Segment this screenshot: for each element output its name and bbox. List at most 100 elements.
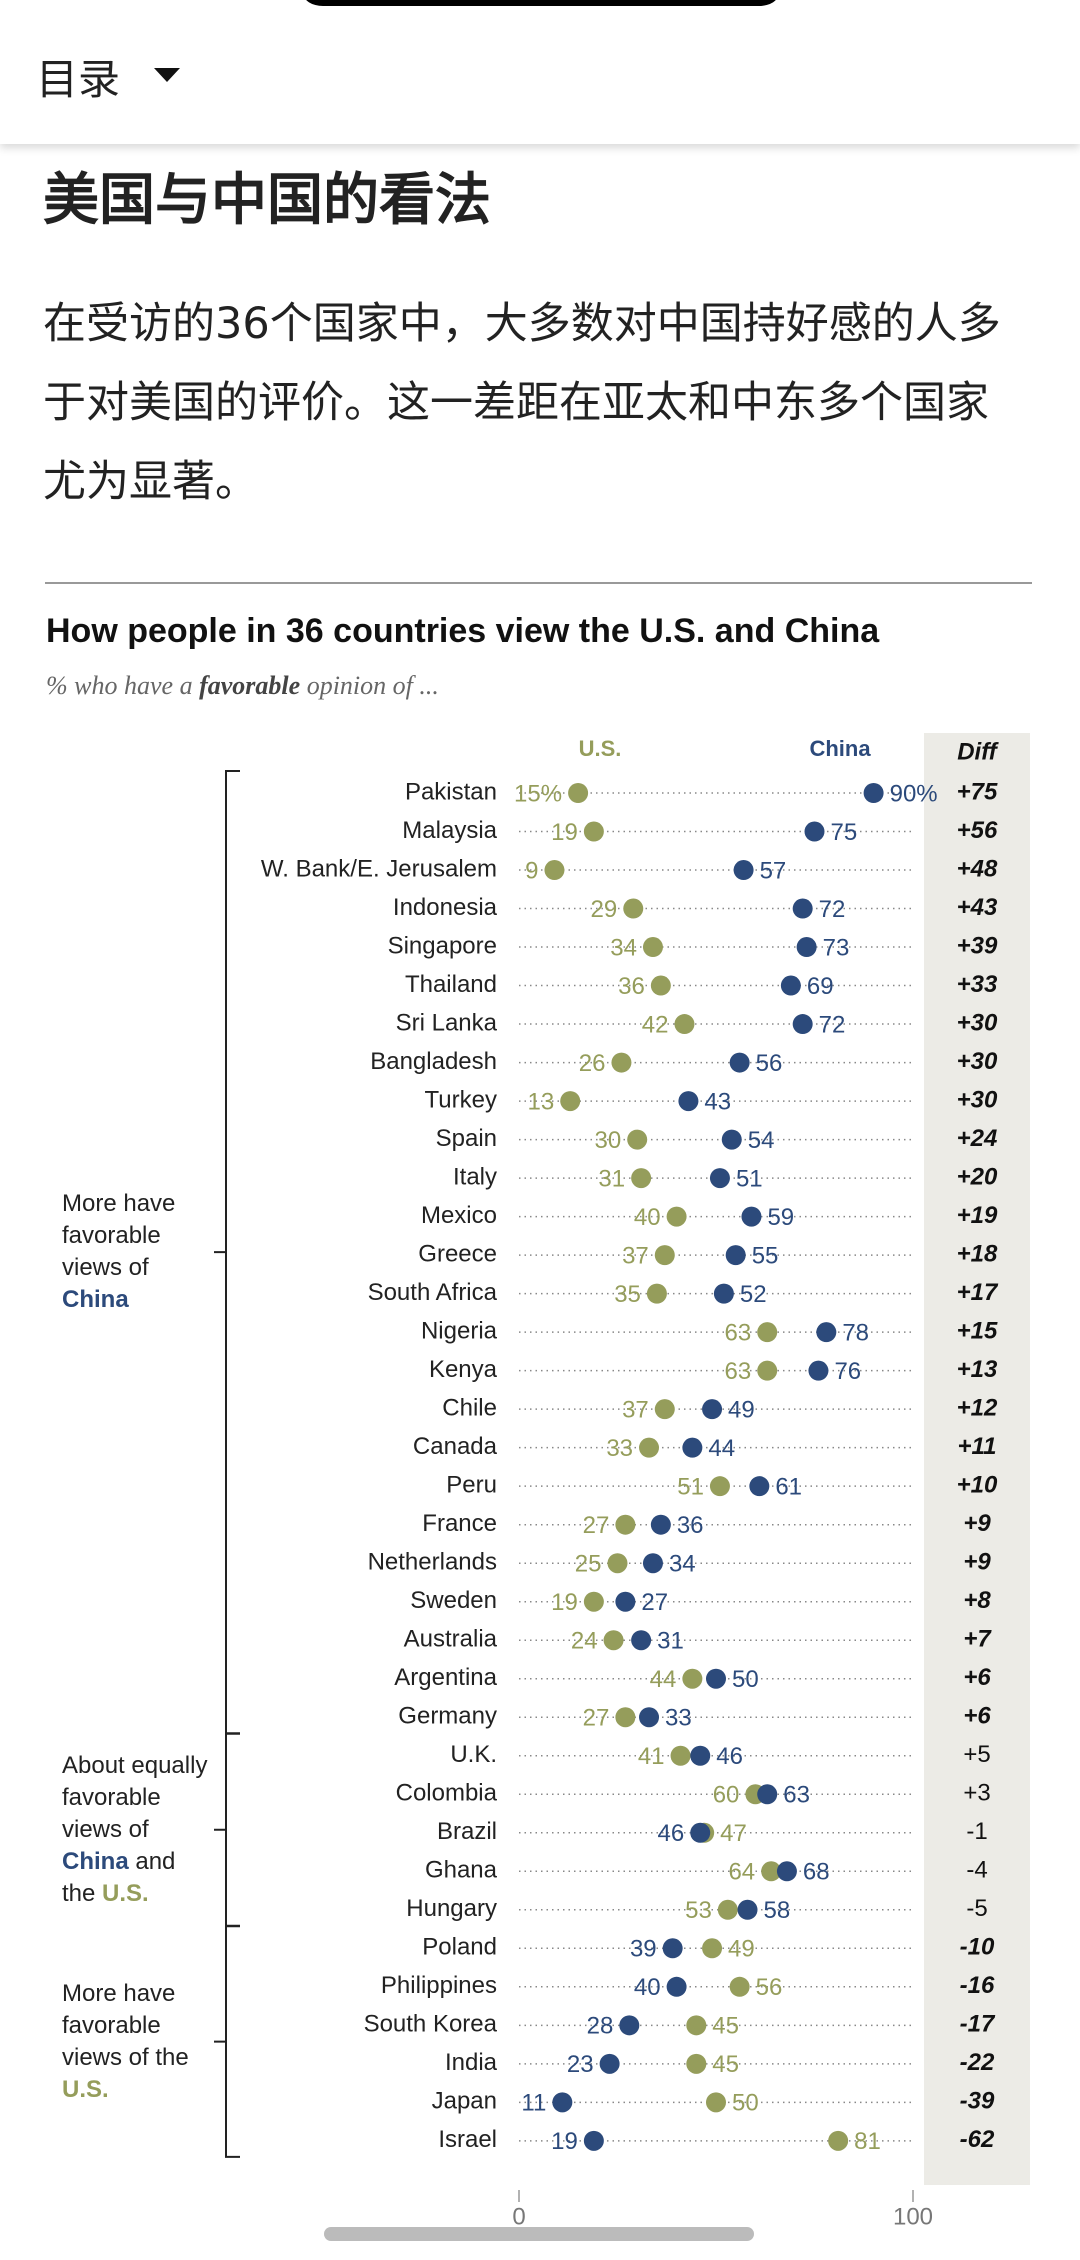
category-label: Sri Lanka xyxy=(396,1009,498,1036)
dot xyxy=(678,1091,699,1112)
value-label: 29 xyxy=(591,896,618,923)
value-label: 24 xyxy=(571,1628,598,1655)
group-label-part: More have favorable views of the xyxy=(62,1979,189,2071)
dot xyxy=(544,860,565,881)
value-label: 69 xyxy=(807,973,834,1000)
dot xyxy=(757,1360,778,1381)
value-label: 43 xyxy=(704,1088,731,1115)
x-tick-label: 100 xyxy=(893,2203,933,2230)
dot xyxy=(729,1052,750,1073)
diff-label: +9 xyxy=(963,1510,991,1537)
value-label: 61 xyxy=(775,1474,802,1501)
dot xyxy=(776,1861,797,1882)
dot xyxy=(702,1938,723,1959)
dot xyxy=(654,1245,675,1266)
value-label: 63 xyxy=(783,1782,810,1809)
diff-header: Diff xyxy=(957,738,999,765)
group-label-part: U.S. xyxy=(62,2075,109,2103)
diff-label: +19 xyxy=(957,1202,998,1229)
diff-label: -39 xyxy=(960,2088,995,2115)
value-label: 30 xyxy=(594,1127,621,1154)
article-title: 美国与中国的看法 xyxy=(43,168,491,233)
value-label: 9 xyxy=(525,857,538,884)
value-label: 49 xyxy=(728,1936,755,1963)
group-bracket xyxy=(214,1925,240,2158)
dot xyxy=(670,1745,691,1766)
dot xyxy=(828,2130,849,2151)
value-label: 40 xyxy=(634,1974,661,2001)
subtitle-part: favorable xyxy=(199,671,300,700)
dot xyxy=(639,1437,660,1458)
category-label: Bangladesh xyxy=(370,1048,497,1075)
category-label: U.K. xyxy=(450,1741,497,1768)
group-label: More have favorable views of China xyxy=(62,1188,212,1316)
category-label: Brazil xyxy=(437,1818,497,1845)
dot xyxy=(650,975,671,996)
category-label: Indonesia xyxy=(393,894,498,921)
value-label: 44 xyxy=(708,1435,735,1462)
dot xyxy=(623,898,644,919)
dot xyxy=(615,1707,636,1728)
value-label: 72 xyxy=(819,1011,846,1038)
diff-label: +8 xyxy=(963,1587,991,1614)
value-label: 34 xyxy=(669,1551,696,1578)
dot xyxy=(654,1399,675,1420)
value-label: 75 xyxy=(831,819,858,846)
subtitle-part: opinion of ... xyxy=(300,671,439,700)
value-label: 19 xyxy=(551,819,578,846)
dot xyxy=(560,1091,581,1112)
home-indicator xyxy=(324,2227,754,2241)
diff-label: +18 xyxy=(957,1240,998,1267)
dot xyxy=(682,1668,703,1689)
value-label: 73 xyxy=(823,934,850,961)
legend-label: U.S. xyxy=(579,736,622,761)
value-label: 81 xyxy=(854,2128,881,2155)
category-label: Mexico xyxy=(421,1202,497,1229)
dot xyxy=(552,2092,573,2113)
dot xyxy=(717,1899,738,1920)
value-label: 33 xyxy=(606,1435,633,1462)
toc-button[interactable]: 目录 xyxy=(36,55,121,104)
category-label: Italy xyxy=(453,1163,497,1190)
category-label: Pakistan xyxy=(405,778,497,805)
value-label: 40 xyxy=(634,1204,661,1231)
diff-label: +9 xyxy=(963,1549,991,1576)
value-label: 44 xyxy=(650,1666,677,1693)
value-label: 13 xyxy=(528,1088,555,1115)
category-label: Chile xyxy=(442,1395,497,1422)
dot xyxy=(686,2053,707,2074)
dot xyxy=(639,1707,660,1728)
dot xyxy=(682,1437,703,1458)
category-label: Kenya xyxy=(429,1356,498,1383)
category-label: Israel xyxy=(438,2126,497,2153)
dot xyxy=(674,1014,695,1035)
value-label: 33 xyxy=(665,1705,692,1732)
category-label: Greece xyxy=(418,1240,497,1267)
group-label-part: China xyxy=(62,1286,129,1314)
dot xyxy=(666,1206,687,1227)
value-label: 51 xyxy=(677,1474,704,1501)
dot xyxy=(615,1514,636,1535)
dot xyxy=(741,1206,762,1227)
value-label: 54 xyxy=(748,1127,775,1154)
toc-caret[interactable] xyxy=(154,68,180,84)
diff-label: -17 xyxy=(960,2011,996,2038)
dot xyxy=(757,1322,778,1343)
dot xyxy=(721,1129,742,1150)
dot xyxy=(780,975,801,996)
category-label: Germany xyxy=(398,1703,497,1730)
category-label: South Korea xyxy=(364,2011,498,2038)
value-label: 72 xyxy=(819,896,846,923)
dot xyxy=(737,1899,758,1920)
category-label: Spain xyxy=(436,1125,497,1152)
category-label: Nigeria xyxy=(421,1317,498,1344)
diff-label: +15 xyxy=(957,1317,998,1344)
category-label: Ghana xyxy=(425,1857,498,1884)
dot xyxy=(725,1245,746,1266)
dot xyxy=(646,1283,667,1304)
category-label: Australia xyxy=(404,1626,498,1653)
value-label: 11 xyxy=(521,2090,546,2117)
value-label: 47 xyxy=(720,1820,747,1847)
value-label: 45 xyxy=(712,2051,739,2078)
